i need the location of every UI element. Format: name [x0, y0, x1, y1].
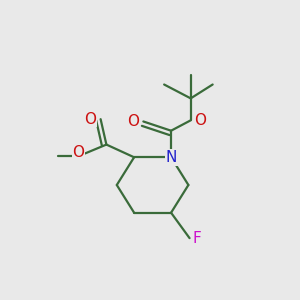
- Text: O: O: [127, 114, 139, 129]
- Text: O: O: [84, 112, 96, 127]
- Text: N: N: [165, 150, 177, 165]
- Text: F: F: [193, 231, 201, 246]
- Text: O: O: [194, 113, 206, 128]
- Text: O: O: [72, 145, 84, 160]
